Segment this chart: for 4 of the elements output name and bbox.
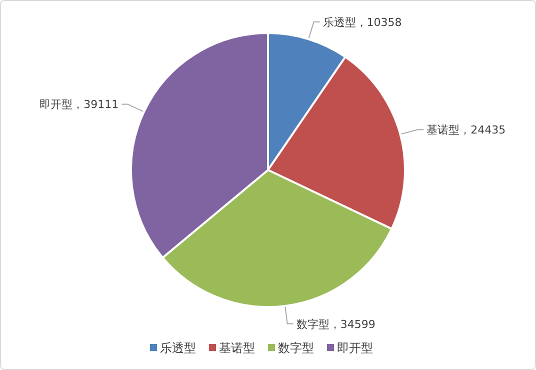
legend-label: 即开型	[337, 341, 373, 355]
legend-label: 基诺型	[219, 341, 255, 355]
legend-label: 数字型	[278, 341, 314, 355]
legend-label: 乐透型	[160, 341, 196, 355]
